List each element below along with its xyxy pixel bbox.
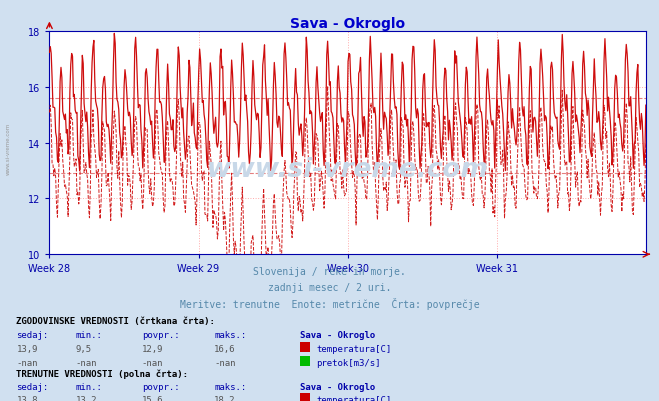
Text: ZGODOVINSKE VREDNOSTI (črtkana črta):: ZGODOVINSKE VREDNOSTI (črtkana črta): xyxy=(16,316,215,325)
Text: TRENUTNE VREDNOSTI (polna črta):: TRENUTNE VREDNOSTI (polna črta): xyxy=(16,368,188,378)
Text: povpr.:: povpr.: xyxy=(142,330,179,339)
Text: www.si-vreme.com: www.si-vreme.com xyxy=(207,157,488,183)
Text: min.:: min.: xyxy=(76,330,103,339)
Text: 16,6: 16,6 xyxy=(214,344,236,353)
Text: maks.:: maks.: xyxy=(214,382,246,391)
Text: 18,2: 18,2 xyxy=(214,395,236,401)
Text: 12,9: 12,9 xyxy=(142,344,163,353)
Text: 9,5: 9,5 xyxy=(76,344,92,353)
Text: temperatura[C]: temperatura[C] xyxy=(316,344,391,353)
Text: povpr.:: povpr.: xyxy=(142,382,179,391)
Text: Slovenija / reke in morje.: Slovenija / reke in morje. xyxy=(253,267,406,277)
Text: -nan: -nan xyxy=(214,358,236,367)
Text: 13,8: 13,8 xyxy=(16,395,38,401)
Text: sedaj:: sedaj: xyxy=(16,382,49,391)
Text: Sava - Okroglo: Sava - Okroglo xyxy=(300,330,375,339)
Text: -nan: -nan xyxy=(142,358,163,367)
Text: Meritve: trenutne  Enote: metrične  Črta: povprečje: Meritve: trenutne Enote: metrične Črta: … xyxy=(180,297,479,309)
Text: 15,6: 15,6 xyxy=(142,395,163,401)
Text: pretok[m3/s]: pretok[m3/s] xyxy=(316,358,381,367)
Text: sedaj:: sedaj: xyxy=(16,330,49,339)
Text: www.si-vreme.com: www.si-vreme.com xyxy=(5,122,11,174)
Text: -nan: -nan xyxy=(76,358,98,367)
Text: 13,9: 13,9 xyxy=(16,344,38,353)
Text: min.:: min.: xyxy=(76,382,103,391)
Text: 13,2: 13,2 xyxy=(76,395,98,401)
Text: Sava - Okroglo: Sava - Okroglo xyxy=(300,382,375,391)
Text: zadnji mesec / 2 uri.: zadnji mesec / 2 uri. xyxy=(268,283,391,293)
Title: Sava - Okroglo: Sava - Okroglo xyxy=(290,17,405,31)
Text: -nan: -nan xyxy=(16,358,38,367)
Text: temperatura[C]: temperatura[C] xyxy=(316,395,391,401)
Text: maks.:: maks.: xyxy=(214,330,246,339)
